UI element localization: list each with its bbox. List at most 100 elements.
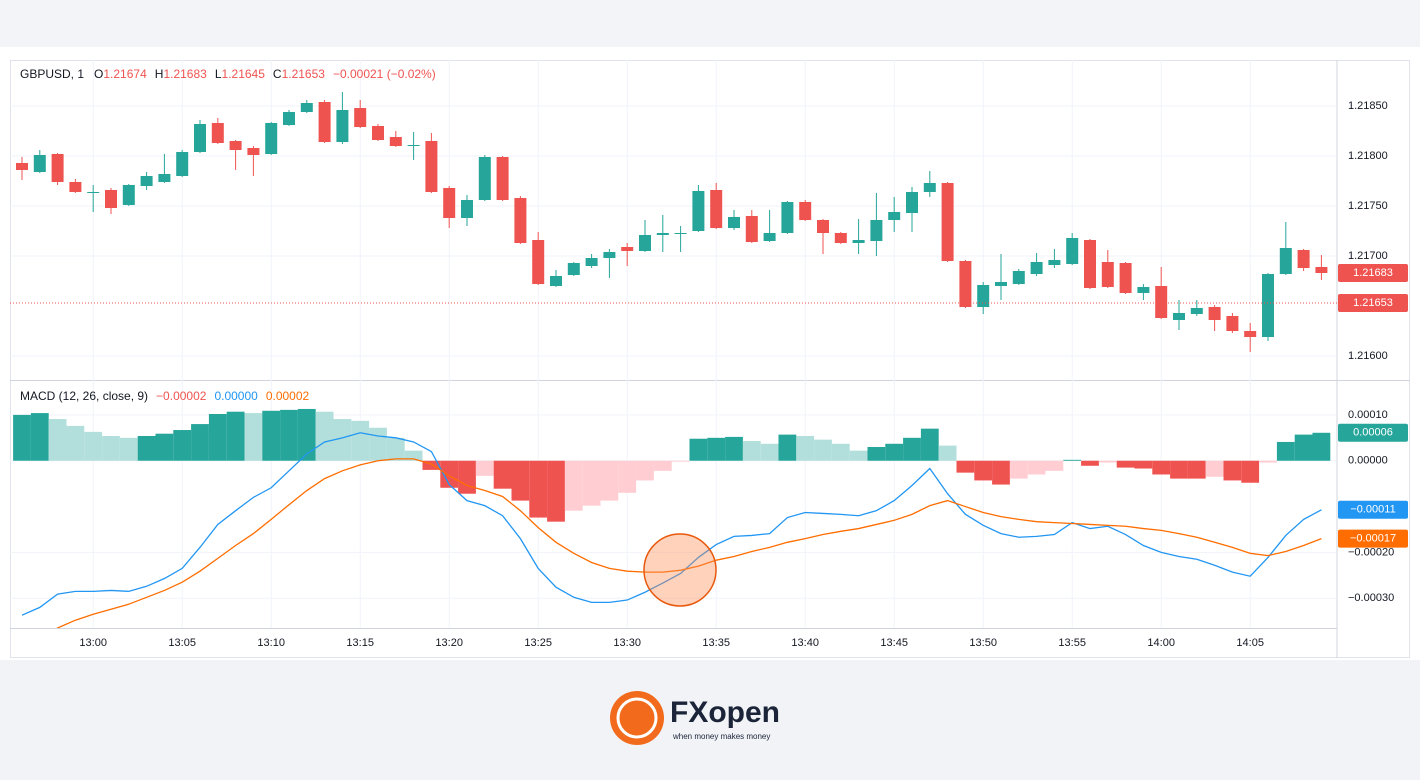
histogram-bar: [778, 434, 797, 461]
histogram-bar: [1098, 460, 1117, 463]
histogram-bar: [1223, 460, 1242, 481]
candle-body: [1173, 313, 1185, 320]
candle-body: [852, 240, 865, 243]
candle-body: [194, 124, 206, 152]
candle-body: [1119, 263, 1132, 293]
candle-body: [211, 123, 224, 143]
logo-brand: FXopen: [670, 696, 780, 729]
candle-body: [443, 188, 456, 218]
candle-body: [977, 285, 990, 307]
signal-last-label: −0.00017: [1350, 533, 1396, 545]
candle-body: [763, 233, 776, 241]
x-tick-label: 13:25: [524, 637, 552, 649]
ohlc-key: H: [155, 67, 164, 81]
histogram-bar: [920, 428, 939, 461]
histogram-bar: [244, 413, 263, 461]
candle-body: [496, 157, 509, 200]
candle-body: [1101, 262, 1114, 287]
histogram-bar: [849, 450, 868, 461]
candle-body: [1226, 316, 1239, 331]
histogram-last-badge: [1338, 423, 1408, 442]
y-tick-label: 1.21700: [1348, 250, 1388, 262]
x-tick-label: 13:55: [1058, 637, 1086, 649]
candle-body: [1244, 331, 1257, 337]
candle-body: [1137, 287, 1150, 293]
candle-body: [781, 202, 794, 233]
x-tick-label: 13:45: [880, 637, 908, 649]
macd-pane: [13, 408, 1331, 628]
histogram-bar: [725, 436, 743, 461]
histogram-bar: [280, 409, 298, 461]
histogram-bar: [1027, 460, 1046, 475]
candle-body: [621, 247, 634, 251]
candle-body: [941, 183, 954, 261]
histogram-bar: [1294, 434, 1313, 461]
candle-body: [1262, 274, 1274, 337]
macd-title: MACD (12, 26, close, 9): [20, 389, 148, 403]
histogram-bar: [1009, 460, 1028, 479]
candle-body: [372, 126, 384, 140]
histogram-bar: [475, 460, 494, 476]
candle-body: [1315, 267, 1328, 273]
histogram-bar: [369, 427, 387, 461]
candle-body: [176, 152, 189, 176]
candle-body: [1297, 250, 1310, 268]
macd-legend-value: 0.00000: [214, 389, 258, 403]
histogram-bar: [137, 435, 156, 461]
candle-body: [1279, 248, 1292, 274]
candle-body: [585, 258, 598, 266]
histogram-bar: [1259, 460, 1277, 463]
x-tick-label: 13:40: [791, 637, 819, 649]
candle-body: [674, 233, 687, 234]
candle-body: [514, 198, 527, 243]
histogram-bar: [653, 460, 672, 471]
candle-body: [745, 216, 758, 242]
candle-body: [389, 137, 402, 146]
signal-line: [56, 458, 1322, 628]
candle-body: [799, 202, 812, 220]
ohlc-value: 1.21645: [222, 67, 266, 81]
candle-body: [817, 220, 829, 233]
histogram-bar: [1045, 460, 1064, 471]
histogram-bar: [1241, 460, 1260, 483]
histogram-bar: [386, 437, 405, 461]
histogram-bar: [689, 438, 708, 461]
x-tick-label: 13:30: [613, 637, 641, 649]
histogram-bar: [903, 437, 921, 461]
histogram-bar: [618, 460, 637, 493]
signal-last-badge: [1338, 529, 1408, 548]
candle-body: [1030, 262, 1043, 274]
y-tick-label: 1.21600: [1348, 350, 1388, 362]
candle-body: [995, 282, 1007, 286]
x-tick-label: 14:05: [1236, 637, 1264, 649]
close-price-badge: [1338, 294, 1408, 312]
histogram-bar: [760, 443, 779, 461]
ohlc-value: 1.21653: [282, 67, 326, 81]
y-tick-label: −0.00020: [1348, 546, 1394, 558]
candle-body: [1084, 240, 1096, 288]
candle-body: [247, 148, 260, 155]
y-tick-label: 0.00010: [1348, 409, 1388, 421]
y-tick-label: 1.21850: [1348, 100, 1388, 112]
histogram-bar: [440, 460, 459, 488]
histogram-bar: [208, 413, 227, 461]
candle-body: [728, 217, 740, 228]
candle-body: [1190, 308, 1203, 314]
candle-body: [906, 192, 918, 213]
histogram-bar: [671, 460, 690, 462]
candle-body: [318, 102, 331, 142]
candle-body: [33, 155, 46, 172]
y-tick-label: 1.21800: [1348, 150, 1388, 162]
footer-background: [0, 660, 1420, 780]
candle-body: [461, 200, 473, 218]
candle-body: [1012, 271, 1025, 284]
candle-body: [834, 233, 847, 243]
histogram-bar: [1152, 460, 1171, 475]
x-tick-label: 13:35: [702, 637, 730, 649]
macd-legend: MACD (12, 26, close, 9) −0.00002 0.00000 0.…: [20, 389, 310, 403]
histogram-bar: [956, 460, 975, 473]
histogram-bar: [885, 443, 904, 461]
candle-body: [959, 261, 972, 307]
x-tick-label: 14:00: [1147, 637, 1175, 649]
histogram-bar: [547, 460, 565, 522]
